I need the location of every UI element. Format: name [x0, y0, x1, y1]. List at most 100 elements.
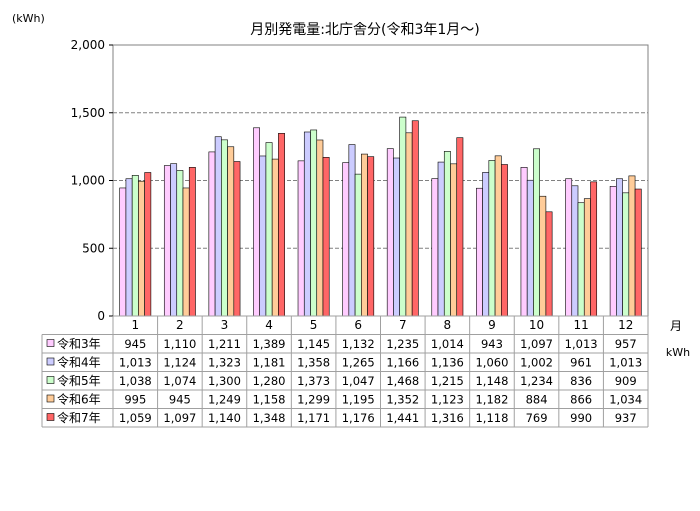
x-tick-label: 8	[444, 318, 452, 332]
table-cell: 1,389	[253, 337, 286, 351]
legend-swatch	[46, 357, 55, 366]
bar-令和4年-9	[482, 172, 490, 317]
table-cell: 884	[526, 393, 548, 407]
x-tick-label: 6	[354, 318, 362, 332]
table-cell: 1,441	[386, 411, 419, 425]
x-tick-label: 2	[176, 318, 184, 332]
bar-令和4年-6	[348, 144, 356, 317]
x-tick-label: 4	[265, 318, 273, 332]
table-cell: 1,358	[297, 356, 330, 370]
table-cell: 1,060	[475, 356, 508, 370]
table-cell: 909	[615, 374, 637, 388]
bar-令和4年-1	[125, 178, 133, 317]
table-cell: 1,323	[208, 356, 241, 370]
legend-swatch	[46, 376, 55, 384]
x-tick-label: 12	[618, 318, 633, 332]
bar-令和4年-7	[393, 157, 400, 317]
x-tick-label: 7	[399, 318, 407, 332]
table-cell: 1,118	[475, 411, 508, 425]
bar-令和4年-3	[214, 136, 222, 317]
x-tick-label: 11	[573, 318, 588, 332]
bar-令和7年-6	[367, 156, 375, 317]
chart-title: 月別発電量:北庁舎分(令和3年1月～)	[250, 22, 479, 38]
table-cell: 1,013	[565, 337, 598, 351]
bar-令和6年-1	[138, 180, 145, 317]
table-cell: 1,249	[208, 393, 241, 407]
bar-令和5年-3	[221, 139, 228, 317]
table-cell: 943	[481, 337, 503, 351]
bar-令和4年-8	[437, 161, 445, 317]
bar-令和6年-6	[361, 153, 368, 317]
bar-令和3年-11	[565, 178, 573, 317]
table-cell: 1,136	[431, 356, 464, 370]
legend-label: 令和4年	[57, 355, 101, 370]
bar-令和4年-5	[303, 131, 311, 317]
table-cell: 1,348	[253, 411, 286, 425]
bar-令和7年-2	[188, 167, 196, 317]
bar-令和7年-12	[634, 188, 642, 317]
table-cell: 937	[615, 411, 637, 425]
x-axis-label: 月	[670, 319, 682, 333]
table-cell: 1,299	[297, 393, 330, 407]
table-cell: 1,148	[475, 374, 508, 388]
bar-令和5年-12	[622, 192, 630, 317]
bar-令和3年-8	[431, 178, 439, 317]
table-cell: 990	[570, 411, 592, 425]
table-cell: 1,034	[609, 393, 642, 407]
bar-令和7年-8	[456, 137, 464, 317]
table-cell: 957	[615, 337, 637, 351]
bar-令和7年-10	[545, 211, 553, 317]
table-cell: 945	[169, 393, 191, 407]
bar-令和7年-9	[501, 164, 508, 317]
table-cell: 1,038	[119, 374, 152, 388]
table-cell: 1,182	[475, 393, 508, 407]
table-cell: 769	[526, 411, 548, 425]
table-cell: 1,110	[163, 337, 196, 351]
table-cell: 1,014	[431, 337, 464, 351]
bar-令和6年-8	[450, 163, 458, 317]
table-cell: 1,280	[253, 374, 286, 388]
bar-令和3年-6	[342, 162, 350, 317]
table-cell: 1,074	[163, 374, 196, 388]
y-tick-label: 1,000	[71, 174, 105, 188]
bar-令和6年-11	[583, 198, 591, 317]
legend-swatch	[46, 339, 55, 347]
legend-label: 令和5年	[57, 373, 101, 388]
bar-令和6年-9	[494, 155, 502, 317]
table-cell: 836	[570, 374, 592, 388]
bar-令和4年-10	[526, 179, 534, 317]
bar-令和6年-7	[405, 132, 413, 317]
table-cell: 1,316	[431, 411, 464, 425]
x-tick-label: 9	[488, 318, 496, 332]
legend-swatch	[46, 394, 55, 403]
bar-令和3年-3	[208, 151, 216, 317]
table-cell: 1,145	[297, 337, 330, 351]
bar-令和7年-5	[322, 157, 330, 317]
table-cell: 1,468	[386, 374, 419, 388]
bar-令和4年-4	[259, 155, 267, 317]
legend-label: 令和6年	[57, 392, 101, 407]
bar-令和4年-11	[571, 185, 579, 317]
bar-令和3年-4	[253, 127, 260, 317]
x-tick-label: 1	[131, 318, 139, 332]
x-tick-label: 3	[221, 318, 229, 332]
bar-令和7年-11	[590, 181, 598, 317]
bar-令和7年-3	[233, 161, 241, 317]
table-cell: 1,123	[431, 393, 464, 407]
legend-label: 令和3年	[57, 336, 101, 351]
table-cell: 1,171	[297, 411, 330, 425]
bar-令和6年-12	[628, 175, 636, 317]
x-tick-label: 5	[310, 318, 318, 332]
bar-令和3年-5	[297, 160, 305, 317]
table-cell: 1,013	[609, 356, 642, 370]
table-cell: 945	[124, 337, 146, 351]
table-cell: 1,300	[208, 374, 241, 388]
bar-令和7年-7	[411, 120, 419, 317]
bar-令和5年-9	[488, 160, 496, 317]
bar-令和3年-10	[520, 167, 528, 317]
bar-令和4年-12	[616, 178, 623, 317]
bar-令和7年-1	[144, 172, 152, 317]
bar-令和3年-9	[476, 187, 483, 317]
